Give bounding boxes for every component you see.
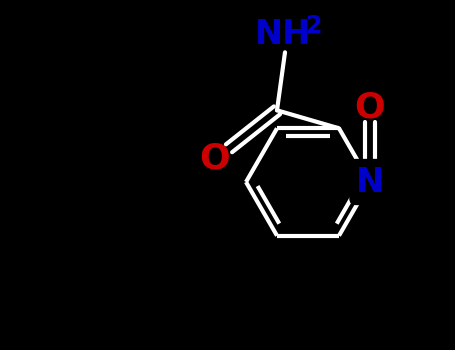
Text: NH: NH bbox=[255, 18, 311, 51]
Text: 2: 2 bbox=[305, 14, 321, 38]
Text: N: N bbox=[356, 166, 384, 198]
Text: O: O bbox=[354, 91, 385, 125]
Text: O: O bbox=[200, 141, 230, 175]
